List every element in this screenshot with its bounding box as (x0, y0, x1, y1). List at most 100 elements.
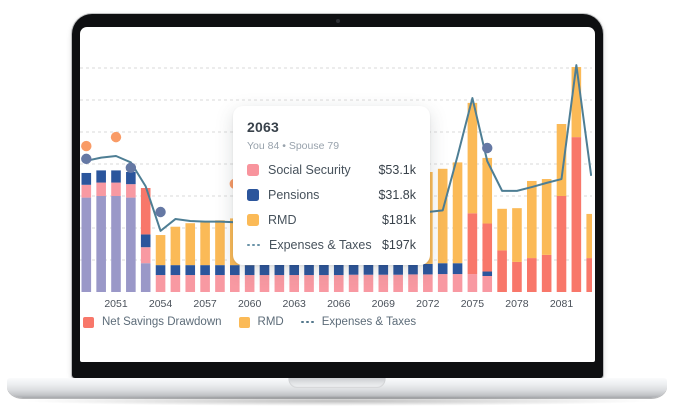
bar-segment-rmd[interactable] (527, 180, 537, 259)
bar-segment-pensions[interactable] (185, 265, 196, 276)
bar-segment-pensions[interactable] (289, 264, 299, 276)
bar-segment-rmd[interactable] (556, 124, 567, 196)
bar-segment-rmd[interactable] (215, 220, 225, 266)
bar-segment-pensions[interactable] (348, 264, 359, 275)
bar-segment-net_savings_drawdown[interactable] (586, 258, 592, 292)
legend-label: Net Savings Drawdown (102, 316, 222, 328)
bar-segment-rmd[interactable] (482, 157, 493, 224)
bar-segment-pensions[interactable] (81, 172, 92, 185)
bar-segment-pensions[interactable] (363, 264, 374, 275)
bar-segment-pensions[interactable] (333, 264, 344, 276)
bar-segment-net_savings_drawdown[interactable] (512, 261, 522, 292)
legend-item-rmd[interactable]: RMD (238, 316, 284, 328)
bar-segment-pensions[interactable] (170, 265, 181, 276)
bar-segment-rmd[interactable] (200, 222, 210, 266)
bar-segment-pensions[interactable] (482, 271, 493, 276)
bar-segment-net_savings_drawdown[interactable] (140, 188, 151, 235)
bar-segment-social_security[interactable] (111, 182, 121, 196)
bar-segment-net_savings_drawdown[interactable] (482, 223, 493, 272)
bar-segment-social_security[interactable] (304, 275, 314, 292)
bar-segment-rmd[interactable] (586, 213, 592, 259)
bar-segment-social_security[interactable] (348, 274, 359, 292)
bar-segment-social_security[interactable] (289, 275, 299, 292)
bar-segment-rmd[interactable] (452, 162, 463, 264)
bar-segment-net_savings_drawdown[interactable] (467, 213, 478, 275)
bar-segment-pensions[interactable] (230, 265, 240, 276)
bar-segment-social_security[interactable] (215, 275, 225, 292)
bar-segment-pensions[interactable] (111, 170, 121, 183)
bar-segment-social_security[interactable] (408, 274, 418, 292)
bar-segment-social_security[interactable] (259, 275, 270, 292)
bar-segment-social_security[interactable] (244, 275, 255, 292)
bar-segment-net_savings_drawdown[interactable] (527, 258, 537, 292)
bar-segment-pensions[interactable] (274, 264, 285, 276)
bar-segment-social_security[interactable] (230, 275, 240, 292)
bar-segment-rmd[interactable] (497, 208, 507, 251)
tooltip-row-value: $31.8k (378, 188, 416, 202)
bar-segment-pensions[interactable] (155, 265, 166, 276)
bar-segment-social_security[interactable] (452, 274, 463, 292)
bar-segment-rmd[interactable] (467, 102, 478, 214)
bar-segment-pensions[interactable] (378, 264, 389, 275)
bar-segment-rmd[interactable] (170, 226, 181, 266)
bar-segment-rmd[interactable] (437, 168, 448, 264)
bar-segment-rmd[interactable] (512, 208, 522, 262)
bar-segment-pensions[interactable] (437, 263, 448, 275)
bar-segment-pensions[interactable] (452, 263, 463, 275)
bar-segment-social_security[interactable] (170, 275, 181, 292)
bar-segment-unlabeled_purple[interactable] (81, 197, 92, 292)
bar-segment-pensions[interactable] (200, 265, 210, 276)
legend-item-expenses-taxes[interactable]: Expenses & Taxes (300, 316, 416, 328)
legend-item-net-savings-drawdown[interactable]: Net Savings Drawdown (83, 316, 222, 328)
bar-segment-social_security[interactable] (437, 274, 448, 292)
bar-segment-net_savings_drawdown[interactable] (541, 254, 552, 292)
bar-segment-rmd[interactable] (155, 235, 166, 266)
bar-segment-social_security[interactable] (482, 276, 493, 292)
bar-segment-net_savings_drawdown[interactable] (571, 137, 582, 292)
scatter-dot[interactable] (110, 131, 122, 143)
bar-segment-rmd[interactable] (541, 179, 552, 255)
bar-segment-social_security[interactable] (319, 275, 329, 292)
x-axis-label: 2078 (505, 298, 529, 310)
bar-segment-social_security[interactable] (185, 275, 196, 292)
bar-segment-pensions[interactable] (304, 264, 314, 276)
tooltip-row-rmd: RMD $181k (247, 213, 416, 227)
retirement-projection-chart[interactable]: 2051 2054 2057 2060 2063 2066 2069 2072 2075 2078… (80, 42, 595, 310)
bar-segment-pensions[interactable] (393, 264, 403, 275)
bar-segment-pensions[interactable] (423, 263, 433, 275)
bar-segment-social_security[interactable] (378, 274, 389, 292)
bar-segment-pensions[interactable] (126, 172, 136, 185)
bar-segment-pensions[interactable] (259, 264, 270, 276)
bar-segment-social_security[interactable] (155, 275, 166, 292)
bar-segment-social_security[interactable] (81, 184, 92, 198)
bar-segment-pensions[interactable] (408, 263, 418, 275)
scatter-dot[interactable] (482, 142, 493, 154)
bar-segment-unlabeled_purple[interactable] (140, 263, 151, 292)
bar-segment-unlabeled_purple[interactable] (96, 196, 106, 292)
bar-segment-pensions[interactable] (244, 265, 255, 276)
scatter-dot[interactable] (81, 153, 92, 165)
scatter-dot[interactable] (155, 206, 166, 218)
bar-segment-social_security[interactable] (467, 274, 478, 292)
bar-segment-social_security[interactable] (333, 275, 344, 292)
bar-segment-pensions[interactable] (215, 265, 225, 276)
bar-segment-social_security[interactable] (423, 274, 433, 292)
bar-segment-unlabeled_purple[interactable] (111, 196, 121, 292)
bar-segment-social_security[interactable] (200, 275, 210, 292)
bar-segment-net_savings_drawdown[interactable] (497, 250, 507, 292)
bar-segment-social_security[interactable] (274, 275, 285, 292)
scatter-dot[interactable] (81, 140, 92, 152)
bar-segment-pensions[interactable] (140, 234, 151, 248)
bar-segment-rmd[interactable] (571, 67, 582, 138)
bar-segment-unlabeled_purple[interactable] (126, 197, 136, 292)
bar-segment-social_security[interactable] (126, 184, 136, 198)
bar-segment-social_security[interactable] (96, 182, 106, 196)
bar-segment-social_security[interactable] (393, 274, 403, 292)
bar-segment-net_savings_drawdown[interactable] (556, 196, 567, 292)
bar-segment-pensions[interactable] (319, 264, 329, 276)
bar-segment-rmd[interactable] (185, 223, 196, 266)
scatter-dot[interactable] (125, 162, 137, 174)
bar-segment-social_security[interactable] (140, 247, 151, 264)
bar-segment-social_security[interactable] (363, 274, 374, 292)
bar-segment-pensions[interactable] (96, 170, 106, 183)
